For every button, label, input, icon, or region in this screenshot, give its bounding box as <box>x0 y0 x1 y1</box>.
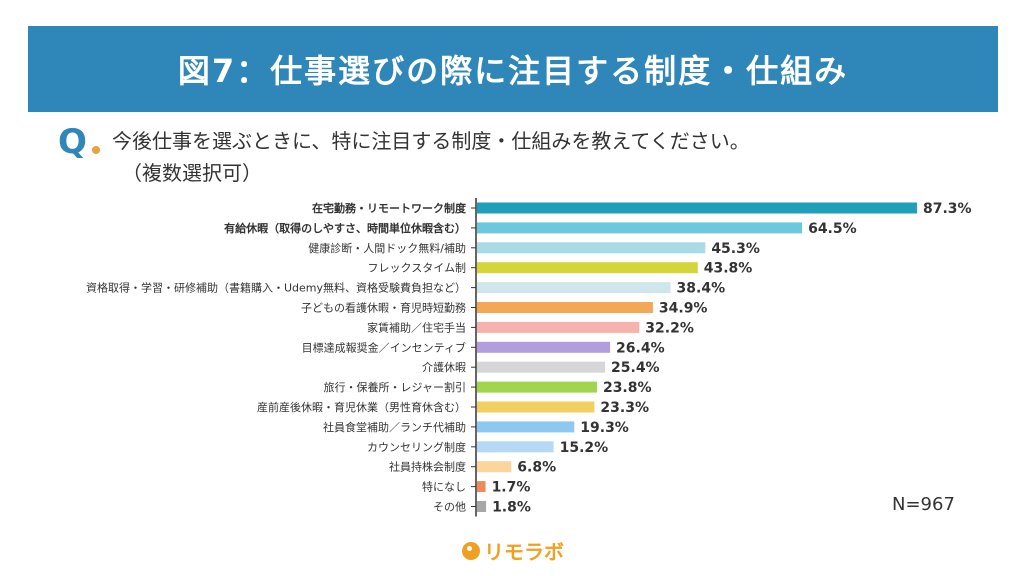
title-banner: 図7：仕事選びの際に注目する制度・仕組み <box>28 26 998 112</box>
bar <box>477 401 595 413</box>
bar <box>477 461 512 473</box>
value-label: 38.4% <box>677 281 726 297</box>
bar <box>477 481 486 493</box>
value-label: 43.8% <box>704 261 753 277</box>
value-label: 23.3% <box>600 400 649 416</box>
value-label: 23.8% <box>603 380 652 396</box>
bar <box>477 302 653 313</box>
question-dot <box>92 146 100 154</box>
category-label: 旅行・保養所・レジャー割引 <box>324 380 466 394</box>
bar <box>477 222 803 234</box>
category-label: 家賃補助／住宅手当 <box>367 320 466 334</box>
bar <box>477 321 640 333</box>
question-text: 今後仕事を選ぶときに、特に注目する制度・仕組みを教えてください。 <box>112 129 750 153</box>
logo-text: リモラボ <box>484 540 564 564</box>
sample-size-label: N=967 <box>892 494 955 515</box>
bar <box>477 381 597 393</box>
category-label: 目標達成報奨金／インセンティブ <box>302 340 466 354</box>
value-label: 64.5% <box>808 221 857 237</box>
value-label: 1.7% <box>492 480 531 496</box>
bar <box>477 282 671 294</box>
value-label: 25.4% <box>611 360 660 376</box>
category-label: 健康診断・人間ドック無料/補助 <box>308 241 466 255</box>
bar <box>477 202 917 214</box>
category-label: 資格取得・学習・研修補助（書籍購入・Udemy無料、資格受験費負担など） <box>86 281 466 295</box>
value-label: 32.2% <box>645 320 694 336</box>
logo-mark-icon <box>462 541 480 560</box>
value-label: 6.8% <box>517 460 556 476</box>
category-label: フレックスタイム制 <box>368 262 466 275</box>
bar <box>477 441 554 453</box>
bar <box>477 262 698 274</box>
category-label: 子どもの看護休暇・育児時短勤務 <box>301 301 466 315</box>
category-label: 社員持株会制度 <box>389 460 466 474</box>
bar <box>477 361 606 373</box>
category-label: 産前産後休暇・育児休業（男性育休含む） <box>257 400 466 414</box>
category-label: 社員食堂補助／ランチ代補助 <box>323 420 466 434</box>
bar <box>477 421 575 433</box>
page-title: 図7：仕事選びの際に注目する制度・仕組み <box>177 52 849 90</box>
bar <box>477 242 706 254</box>
value-label: 87.3% <box>923 201 972 217</box>
value-label: 45.3% <box>711 241 760 257</box>
category-label: その他 <box>433 501 466 514</box>
value-label: 26.4% <box>616 340 665 356</box>
value-label: 1.8% <box>492 500 531 516</box>
category-label: 介護休暇 <box>422 360 466 374</box>
value-label: 34.9% <box>659 301 708 317</box>
value-label: 19.3% <box>580 420 629 436</box>
brand-logo: リモラボ <box>462 536 564 565</box>
value-label: 15.2% <box>560 440 609 456</box>
bar <box>477 501 487 512</box>
category-label: 特になし <box>422 480 466 494</box>
bar <box>477 341 611 353</box>
category-label: 在宅勤務・リモートワーク制度 <box>312 201 467 215</box>
question-mark-icon: Q <box>58 122 87 162</box>
category-label: カウンセリング制度 <box>367 440 466 454</box>
question-subtext: （複数選択可） <box>122 161 262 185</box>
category-label: 有給休暇（取得のしやすさ、時間単位休暇含む） <box>224 221 466 235</box>
